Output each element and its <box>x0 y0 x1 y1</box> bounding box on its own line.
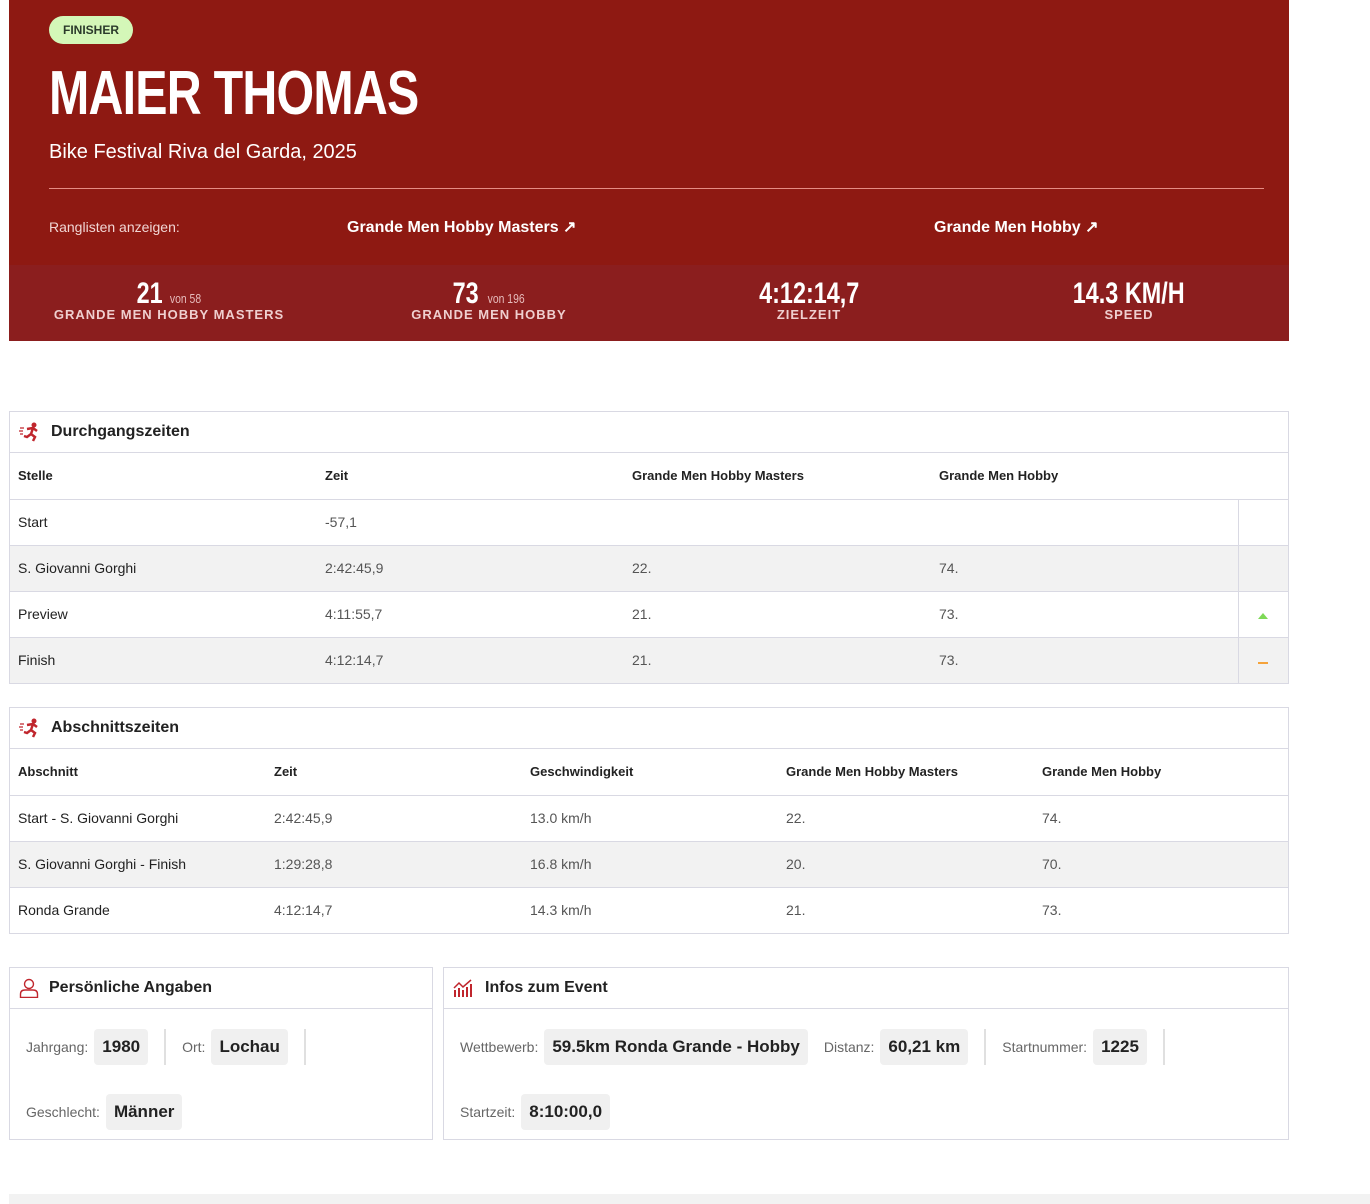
ranking-link-masters[interactable]: Grande Men Hobby Masters ↗ <box>347 219 577 236</box>
splits-panel: Durchgangszeiten Stelle Zeit Grande Men … <box>9 411 1289 684</box>
user-icon <box>19 978 39 998</box>
trend-same-icon <box>1258 662 1269 665</box>
splits-table: Stelle Zeit Grande Men Hobby Masters Gra… <box>10 453 1288 683</box>
jahrgang-value: 1980 <box>94 1029 149 1065</box>
divider <box>303 1029 306 1065</box>
divider <box>164 1029 167 1065</box>
splits-title: Durchgangszeiten <box>10 412 1288 453</box>
stat-rank-masters: 21 von 58 GRANDE MEN HOBBY MASTERS <box>53 277 285 322</box>
trend-up-icon <box>1258 613 1269 619</box>
event-name: Bike Festival Riva del Garda, 2025 <box>49 141 357 163</box>
table-row: Start - S. Giovanni Gorghi 2:42:45,9 13.… <box>10 795 1288 842</box>
rankings-label: Ranglisten anzeigen: <box>49 219 180 235</box>
divider <box>1162 1029 1165 1065</box>
table-row: S. Giovanni Gorghi - Finish 1:29:28,8 16… <box>10 841 1288 888</box>
wettbewerb-value: 59.5km Ronda Grande - Hobby <box>544 1029 808 1065</box>
stat-finish-time: 4:12:14,7 ZIELZEIT <box>758 277 860 322</box>
table-row: Start -57,1 <box>10 499 1288 546</box>
startnummer-value: 1225 <box>1093 1029 1147 1065</box>
footer <box>9 1194 1370 1204</box>
table-row: Ronda Grande 4:12:14,7 14.3 km/h 21. 73. <box>18 902 1062 919</box>
result-header: FINISHER MAIER THOMAS Bike Festival Riva… <box>9 0 1289 341</box>
stats-band: 21 von 58 GRANDE MEN HOBBY MASTERS 73 vo… <box>9 265 1289 341</box>
geschlecht-value: Männer <box>105 1094 183 1130</box>
chart-icon <box>453 979 472 997</box>
stat-speed: 14.3 KM/H SPEED <box>1073 277 1185 322</box>
personal-panel: Persönliche Angaben Jahrgang: 1980 Ort: … <box>9 967 433 1140</box>
table-row: Preview 4:11:55,7 21. 73. <box>10 591 1288 638</box>
distanz-value: 60,21 km <box>880 1029 969 1065</box>
divider <box>49 188 1264 189</box>
event-info-panel: Infos zum Event Wettbewerb: 59.5km Ronda… <box>443 967 1289 1140</box>
runner-icon <box>19 422 38 442</box>
sections-panel: Abschnittszeiten Abschnitt Zeit Geschwin… <box>9 707 1289 934</box>
sections-table: Abschnitt Zeit Geschwindigkeit Grande Me… <box>10 749 1288 933</box>
athlete-name: MAIER THOMAS <box>49 59 419 128</box>
ranking-link-hobby[interactable]: Grande Men Hobby ↗ <box>934 219 1099 236</box>
finisher-badge: FINISHER <box>49 16 134 44</box>
runner-icon <box>19 718 38 738</box>
startzeit-value: 8:10:00,0 <box>521 1094 611 1130</box>
table-row: Finish 4:12:14,7 21. 73. <box>10 637 1288 683</box>
table-row: S. Giovanni Gorghi 2:42:45,9 22. 74. <box>10 545 1288 592</box>
divider <box>984 1029 987 1065</box>
sections-title: Abschnittszeiten <box>10 708 1288 749</box>
ort-value: Lochau <box>211 1029 288 1065</box>
stat-rank-hobby: 73 von 196 GRANDE MEN HOBBY <box>411 277 567 322</box>
